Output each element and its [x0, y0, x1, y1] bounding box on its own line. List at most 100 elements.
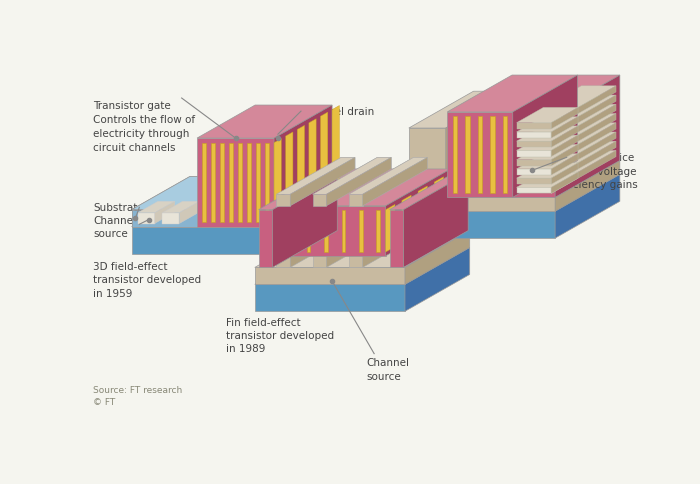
Polygon shape — [403, 173, 468, 268]
Polygon shape — [132, 227, 274, 254]
Polygon shape — [552, 108, 578, 130]
Polygon shape — [238, 143, 242, 223]
Polygon shape — [405, 212, 555, 239]
Polygon shape — [517, 151, 552, 157]
Polygon shape — [162, 213, 179, 224]
Polygon shape — [266, 206, 386, 257]
Polygon shape — [349, 195, 363, 206]
Polygon shape — [552, 118, 578, 139]
Polygon shape — [211, 143, 215, 223]
Polygon shape — [509, 123, 574, 166]
Polygon shape — [453, 117, 457, 194]
Polygon shape — [220, 143, 224, 223]
Polygon shape — [451, 160, 509, 166]
Polygon shape — [477, 117, 482, 194]
Polygon shape — [517, 133, 552, 139]
Polygon shape — [409, 129, 446, 198]
Polygon shape — [517, 169, 552, 176]
Polygon shape — [517, 127, 578, 142]
Polygon shape — [517, 169, 552, 176]
Polygon shape — [451, 169, 509, 176]
Polygon shape — [402, 196, 411, 243]
Polygon shape — [313, 195, 326, 206]
Polygon shape — [552, 145, 578, 166]
Polygon shape — [313, 195, 326, 268]
Polygon shape — [552, 123, 616, 166]
Polygon shape — [290, 158, 355, 206]
Polygon shape — [517, 123, 552, 130]
Text: Channel
drain: Channel drain — [563, 146, 606, 169]
Polygon shape — [451, 142, 574, 179]
Polygon shape — [555, 175, 620, 239]
Polygon shape — [517, 188, 552, 194]
Polygon shape — [132, 177, 332, 210]
Polygon shape — [286, 133, 293, 216]
Polygon shape — [466, 117, 470, 194]
Polygon shape — [342, 210, 345, 253]
Polygon shape — [132, 210, 274, 227]
Polygon shape — [555, 161, 620, 212]
Polygon shape — [255, 231, 470, 268]
Polygon shape — [552, 142, 616, 185]
Polygon shape — [451, 96, 574, 133]
Polygon shape — [405, 248, 470, 312]
Polygon shape — [132, 177, 259, 210]
Polygon shape — [552, 151, 616, 194]
Polygon shape — [517, 133, 552, 139]
Polygon shape — [377, 210, 380, 253]
Polygon shape — [509, 133, 574, 176]
Polygon shape — [132, 194, 332, 227]
Polygon shape — [517, 179, 552, 185]
Polygon shape — [447, 76, 578, 113]
Polygon shape — [451, 188, 509, 194]
Polygon shape — [517, 173, 578, 188]
Polygon shape — [552, 173, 578, 194]
Polygon shape — [517, 179, 552, 185]
Polygon shape — [517, 96, 616, 133]
Polygon shape — [289, 210, 293, 253]
Polygon shape — [132, 210, 201, 227]
Polygon shape — [276, 195, 290, 268]
Polygon shape — [405, 175, 620, 212]
Polygon shape — [517, 145, 578, 160]
Polygon shape — [451, 87, 574, 123]
Polygon shape — [405, 161, 620, 198]
Polygon shape — [552, 87, 616, 130]
Text: Fin field-effect
transistor developed
in 1989: Fin field-effect transistor developed in… — [226, 317, 335, 353]
Polygon shape — [451, 114, 574, 151]
Polygon shape — [517, 151, 616, 188]
Polygon shape — [517, 123, 552, 130]
Polygon shape — [265, 143, 269, 223]
Text: Source: FT research
© FT: Source: FT research © FT — [93, 385, 183, 406]
Polygon shape — [229, 143, 233, 223]
Polygon shape — [313, 158, 391, 195]
Polygon shape — [247, 143, 251, 223]
Polygon shape — [512, 113, 555, 198]
Polygon shape — [290, 158, 355, 268]
Polygon shape — [363, 158, 428, 206]
Polygon shape — [255, 248, 470, 285]
Polygon shape — [326, 158, 391, 206]
Polygon shape — [201, 177, 259, 227]
Polygon shape — [349, 158, 428, 195]
Polygon shape — [451, 133, 574, 169]
Polygon shape — [517, 87, 616, 123]
Polygon shape — [272, 210, 276, 253]
Polygon shape — [255, 268, 405, 285]
Text: 3D field-effect
transistor developed
in 1959: 3D field-effect transistor developed in … — [93, 262, 201, 298]
Polygon shape — [503, 117, 507, 194]
Polygon shape — [451, 105, 574, 142]
Polygon shape — [517, 136, 578, 151]
Polygon shape — [517, 142, 552, 148]
Polygon shape — [509, 96, 574, 139]
Polygon shape — [349, 158, 428, 195]
Polygon shape — [138, 213, 155, 224]
Polygon shape — [451, 142, 509, 148]
Polygon shape — [552, 133, 616, 176]
Polygon shape — [517, 154, 578, 169]
Text: Channel
source: Channel source — [367, 358, 410, 381]
Polygon shape — [324, 210, 328, 253]
Polygon shape — [259, 210, 272, 268]
Polygon shape — [276, 158, 355, 195]
Polygon shape — [309, 120, 316, 203]
